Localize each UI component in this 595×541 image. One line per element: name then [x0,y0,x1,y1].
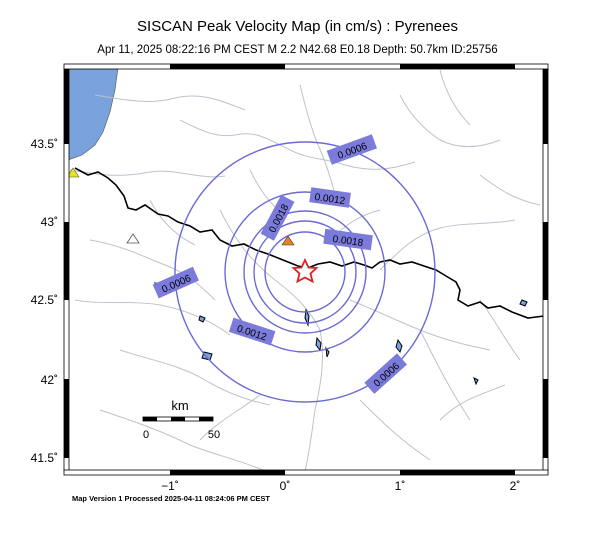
lon-tick-minus-1: −1˚ [161,479,179,493]
lon-tick-2: 2˚ [510,479,521,493]
contour-ring-3 [253,220,357,324]
scale-unit: km [171,398,188,413]
lat-tick-43-5: 43.5˚ [31,137,58,151]
contour-ring-2 [243,210,367,334]
lat-tick-42-5: 42.5˚ [31,293,58,307]
map-frame [63,63,549,476]
contour-label-0012-top: 0.0012 [314,192,346,207]
lat-tick-41-5: 41.5˚ [31,451,58,465]
lon-tick-1: 1˚ [395,479,406,493]
star-icon[interactable] [291,257,319,284]
map-footer: Map Version 1 Processed 2025-04-11 08:24… [72,494,271,503]
contour-label-0018-right: 0.0018 [332,234,364,249]
map-area: 0.0006 0.0012 0.0018 0.0018 0.0006 0.001… [67,68,544,471]
scale-bar: km 0 50 [142,398,220,441]
scale-start: 0 [143,429,149,441]
triangle-icon-white[interactable] [126,233,140,244]
velocity-contours [174,141,436,403]
contour-ring-1 [224,191,386,353]
lat-tick-labels: 43.5˚ 43˚ 42.5˚ 42˚ 41.5˚ [31,137,58,465]
map-title: SISCAN Peak Velocity Map (in cm/s) : Pyr… [137,18,458,35]
contour-ring-0 [174,141,436,403]
lon-tick-0: 0˚ [280,479,291,493]
triangle-icon-orange[interactable] [281,235,295,246]
triangle-icon-yellow[interactable] [67,167,80,178]
sea-area [68,68,119,161]
map-subtitle: Apr 11, 2025 08:22:16 PM CEST M 2.2 N42.… [97,44,498,56]
lat-tick-42: 42˚ [41,373,58,387]
lon-tick-labels: −1˚ 0˚ 1˚ 2˚ [161,479,520,493]
scale-end: 50 [208,429,220,441]
lat-tick-43: 43˚ [41,215,58,229]
contour-ring-4 [264,231,346,313]
